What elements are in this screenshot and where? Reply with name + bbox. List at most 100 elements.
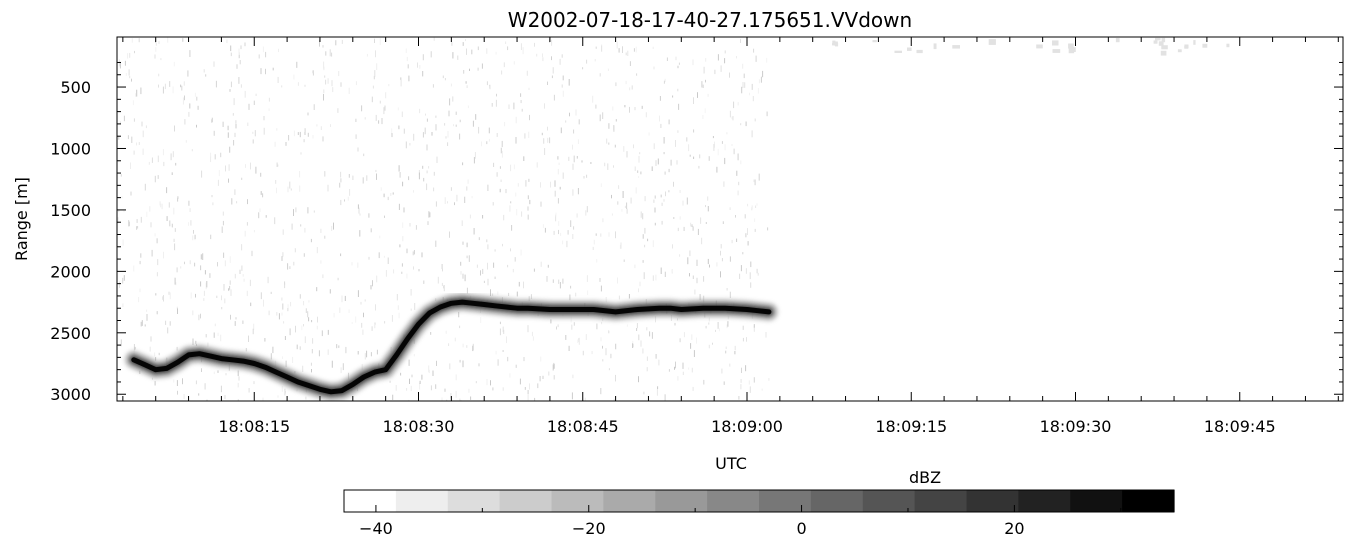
noise-speck (613, 398, 615, 401)
noise-speck (423, 177, 425, 182)
noise-speck (304, 84, 306, 87)
noise-speck (666, 57, 668, 61)
noise-speck (169, 220, 171, 227)
noise-speck (707, 206, 709, 212)
noise-speck (670, 314, 672, 321)
noise-speck (608, 331, 610, 334)
noise-speck (547, 264, 549, 268)
noise-speck (587, 290, 589, 295)
noise-speck (726, 324, 728, 329)
noise-speck (205, 74, 207, 77)
noise-speck (300, 152, 302, 155)
noise-speck (136, 226, 138, 230)
noise-speck (720, 271, 721, 278)
noise-speck (304, 336, 306, 344)
noise-speck (428, 369, 430, 374)
noise-speck (447, 131, 449, 138)
noise-speck (546, 276, 548, 282)
noise-speck (203, 298, 205, 301)
noise-speck (140, 87, 142, 95)
noise-speck (421, 252, 423, 258)
noise-speck (636, 323, 638, 329)
noise-speck (158, 41, 160, 44)
noise-speck (753, 48, 755, 53)
noise-speck (229, 89, 231, 92)
noise-speck (488, 127, 490, 134)
noise-speck (652, 240, 654, 248)
noise-speck (166, 187, 168, 194)
noise-speck (357, 351, 359, 355)
noise-speck (496, 93, 497, 97)
noise-speck (345, 346, 347, 354)
noise-speck (327, 329, 329, 335)
noise-speck (357, 262, 359, 268)
noise-speck (755, 205, 757, 208)
noise-speck (358, 207, 360, 214)
noise-speck (724, 50, 726, 54)
noise-speck (142, 148, 144, 155)
noise-speck (835, 43, 839, 47)
noise-speck (366, 53, 368, 57)
noise-speck (562, 240, 564, 245)
noise-speck (374, 323, 376, 329)
noise-speck (527, 214, 529, 220)
noise-speck (583, 176, 585, 179)
noise-speck (471, 196, 473, 199)
noise-speck (160, 203, 162, 208)
noise-speck (624, 105, 626, 108)
noise-speck (304, 128, 306, 135)
noise-speck (156, 311, 158, 315)
noise-speck (488, 138, 490, 142)
noise-speck (191, 149, 193, 152)
noise-speck (658, 359, 660, 366)
noise-speck (561, 84, 563, 88)
noise-speck (162, 149, 164, 156)
noise-speck (296, 344, 298, 350)
noise-speck (595, 104, 597, 109)
noise-speck (322, 136, 324, 142)
colorbar (343, 489, 1175, 513)
noise-speck (285, 142, 287, 146)
noise-speck (312, 338, 314, 344)
noise-speck (173, 379, 175, 383)
noise-speck (729, 363, 731, 367)
noise-speck (201, 170, 203, 178)
noise-speck (668, 190, 670, 193)
noise-speck (460, 271, 462, 275)
noise-speck (425, 113, 426, 116)
noise-speck (119, 121, 121, 125)
noise-speck (751, 83, 753, 90)
noise-speck (718, 328, 720, 332)
noise-speck (281, 386, 283, 392)
noise-speck (227, 125, 229, 131)
noise-speck (463, 70, 465, 74)
noise-speck (591, 351, 593, 355)
noise-speck (270, 353, 272, 360)
noise-speck (570, 285, 572, 289)
noise-speck (192, 310, 194, 316)
noise-speck (395, 385, 397, 391)
noise-speck (213, 371, 215, 375)
noise-speck (525, 180, 527, 187)
noise-speck (625, 80, 627, 85)
noise-speck (196, 343, 197, 346)
noise-speck (136, 142, 137, 146)
noise-speck (559, 186, 561, 190)
noise-speck (552, 67, 554, 74)
x-axis-label: UTC (715, 454, 747, 473)
noise-speck (403, 207, 405, 213)
noise-speck (492, 293, 494, 296)
y-axis-label: Range [m] (12, 177, 31, 261)
noise-speck (224, 260, 226, 267)
noise-speck (686, 197, 688, 205)
noise-speck (677, 376, 679, 381)
noise-speck (578, 338, 580, 342)
noise-speck (351, 262, 353, 266)
noise-speck (462, 343, 464, 348)
noise-speck (490, 380, 491, 386)
noise-speck (299, 131, 301, 138)
noise-speck (753, 325, 755, 332)
noise-speck (729, 256, 731, 262)
noise-speck (611, 213, 613, 216)
colorbar-cell (914, 490, 968, 512)
